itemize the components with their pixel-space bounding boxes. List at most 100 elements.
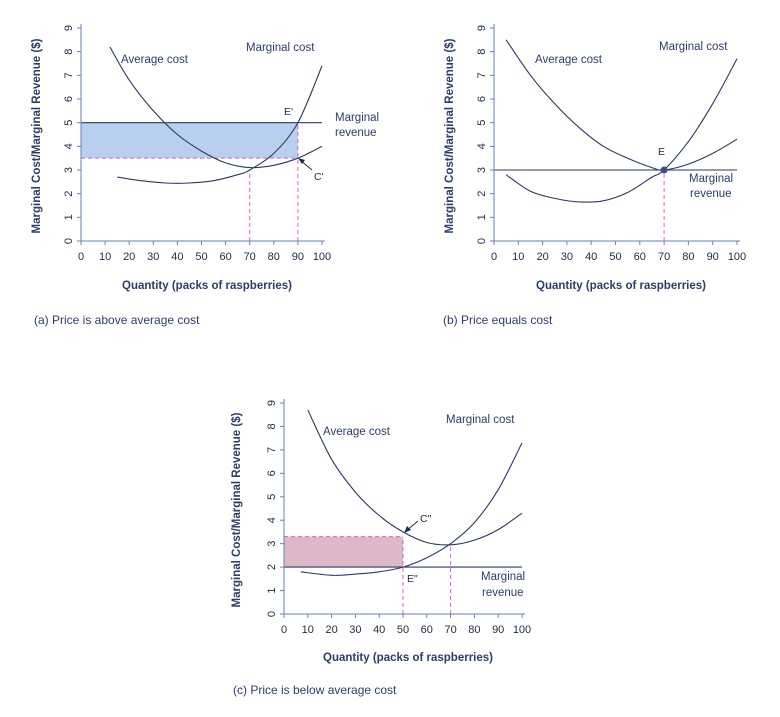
x-tick-label: 80	[468, 624, 480, 636]
pointer-arrowhead	[298, 158, 305, 164]
marginal-cost-curve	[117, 65, 323, 184]
y-tick-label: 4	[476, 143, 488, 149]
y-tick-label: 7	[266, 447, 278, 453]
x-tick-label: 80	[268, 251, 280, 263]
marginal-revenue-label-line2: revenue	[690, 188, 732, 200]
x-tick-label: 100	[513, 624, 531, 636]
y-tick-label: 9	[63, 25, 75, 31]
marginal-revenue-label-line2: revenue	[335, 127, 377, 139]
caption: (a) Price is above average cost	[34, 313, 200, 327]
y-tick-label: 7	[63, 72, 75, 78]
axes	[280, 399, 525, 618]
x-tick-label: 60	[634, 251, 646, 263]
average-cost-curve	[109, 46, 323, 169]
average-cost-label: Average cost	[121, 54, 189, 66]
y-tick-label: 0	[63, 238, 75, 244]
curves	[494, 39, 738, 203]
x-tick-label: 0	[491, 251, 497, 263]
x-tick-label: 70	[658, 251, 670, 263]
x-tick-label: 10	[302, 624, 314, 636]
marginal-revenue-label-line1: Marginal	[335, 112, 379, 124]
marginal-revenue-label-line1: Marginal	[481, 571, 525, 583]
x-axis-title: Quantity (packs of raspberries)	[122, 280, 292, 292]
x-tick-label: 90	[492, 624, 504, 636]
caption: (c) Price is below average cost	[233, 683, 397, 697]
y-tick-label: 8	[266, 423, 278, 429]
y-tick-label: 6	[63, 96, 75, 102]
y-tick-label: 2	[63, 191, 75, 197]
caption: (b) Price equals cost	[443, 313, 553, 327]
y-tick-label: 0	[266, 611, 278, 617]
shaded-region	[284, 536, 403, 568]
y-tick-label: 9	[476, 25, 488, 31]
shaded-region	[81, 122, 298, 159]
guide-lines	[284, 536, 452, 614]
x-tick-label: 40	[585, 251, 597, 263]
x-tick-label: 10	[512, 251, 524, 263]
axes	[77, 24, 325, 245]
point-label-e-prime: E'	[284, 106, 293, 118]
x-tick-label: 50	[609, 251, 621, 263]
point-label-e: E	[658, 146, 665, 158]
x-tick-label: 30	[561, 251, 573, 263]
y-axis-title: Marginal Cost/Marginal Revenue ($)	[231, 412, 243, 607]
y-tick-label: 8	[476, 49, 488, 55]
x-tick-label: 80	[682, 251, 694, 263]
y-tick-label: 2	[266, 564, 278, 570]
y-tick-label: 5	[266, 494, 278, 500]
x-tick-label: 0	[281, 624, 287, 636]
x-tick-label: 0	[78, 251, 84, 263]
x-tick-label: 40	[171, 251, 183, 263]
x-tick-label: 100	[728, 251, 746, 263]
marginal-cost-curve	[505, 58, 738, 203]
curves	[81, 46, 323, 184]
y-tick-label: 1	[63, 214, 75, 220]
x-tick-label: 20	[536, 251, 548, 263]
pointer-arrowhead	[404, 526, 411, 533]
average-cost-curve	[505, 39, 738, 171]
y-tick-label: 3	[63, 167, 75, 173]
x-tick-label: 50	[397, 624, 409, 636]
equilibrium-point	[660, 166, 668, 174]
x-tick-label: 10	[99, 251, 111, 263]
y-tick-label: 6	[266, 470, 278, 476]
y-tick-label: 4	[63, 143, 75, 149]
y-tick-label: 0	[476, 238, 488, 244]
marginal-cost-label: Marginal cost	[246, 42, 315, 54]
marginal-cost-label: Marginal cost	[446, 414, 515, 426]
x-tick-label: 60	[219, 251, 231, 263]
x-tick-label: 70	[244, 251, 256, 263]
average-cost-label: Average cost	[323, 426, 391, 438]
guide-lines	[81, 122, 299, 241]
point-label-c-prime: C'	[314, 171, 324, 183]
x-tick-label: 30	[147, 251, 159, 263]
point-label-c-double-prime: C"	[420, 513, 432, 525]
x-axis-title: Quantity (packs of raspberries)	[536, 280, 706, 292]
y-tick-label: 7	[476, 72, 488, 78]
x-tick-label: 70	[444, 624, 456, 636]
y-axis-title: Marginal Cost/Marginal Revenue ($)	[444, 38, 456, 233]
x-tick-label: 90	[707, 251, 719, 263]
average-cost-label: Average cost	[535, 54, 603, 66]
axes	[490, 24, 740, 245]
y-tick-label: 6	[476, 96, 488, 102]
y-tick-label: 1	[266, 587, 278, 593]
y-tick-label: 3	[476, 167, 488, 173]
y-tick-label: 9	[266, 400, 278, 406]
y-tick-label: 4	[266, 517, 278, 523]
x-tick-label: 20	[123, 251, 135, 263]
x-tick-label: 100	[313, 251, 331, 263]
x-axis-title: Quantity (packs of raspberries)	[323, 652, 493, 664]
average-cost-curve	[307, 409, 523, 546]
y-tick-label: 2	[476, 191, 488, 197]
y-tick-label: 5	[63, 120, 75, 126]
x-tick-label: 40	[373, 624, 385, 636]
